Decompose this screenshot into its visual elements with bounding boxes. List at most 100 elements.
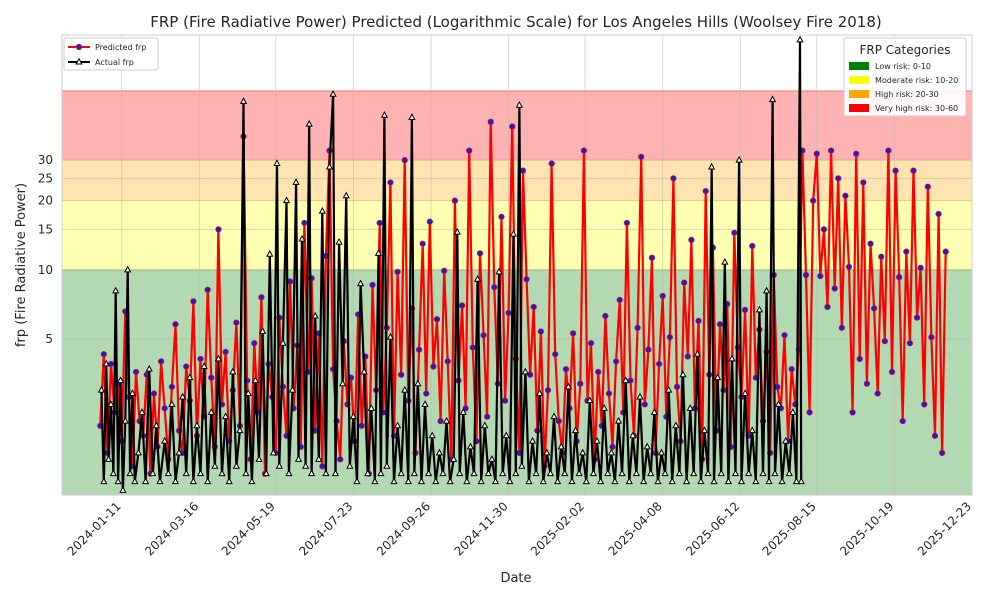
actual-frp-point	[225, 477, 233, 485]
predicted-frp-point	[749, 242, 756, 250]
actual-frp-point	[275, 462, 283, 469]
actual-frp-point	[141, 477, 150, 485]
predicted-frp-point	[853, 150, 860, 157]
predicted-frp-point	[577, 380, 584, 387]
predicted-frp-point	[648, 254, 656, 261]
predicted-frp-point	[913, 314, 921, 321]
predicted-frp-point	[426, 218, 433, 225]
predicted-frp-point	[684, 353, 691, 360]
actual-frp-point	[356, 279, 365, 287]
predicted-frp-point	[878, 253, 885, 260]
actual-frp-point	[168, 400, 176, 407]
predicted-frp-point	[530, 303, 537, 311]
predicted-frp-point	[190, 298, 197, 305]
actual-frp-point	[236, 426, 244, 434]
actual-frp-point	[771, 469, 779, 477]
actual-frp-point	[797, 477, 805, 485]
actual-frp-point	[629, 431, 637, 439]
actual-frp-point	[393, 421, 402, 429]
actual-frp-point	[768, 95, 777, 103]
actual-frp-point	[364, 469, 372, 477]
actual-frp-point	[126, 469, 134, 477]
x-axis-label: Date	[500, 571, 531, 586]
predicted-frp-point	[415, 346, 423, 353]
x-tick-label: 2025-10-19	[837, 499, 896, 558]
actual-frp-point	[428, 431, 436, 439]
actual-frp-point	[178, 392, 187, 400]
actual-frp-point	[164, 469, 172, 477]
band-legend-swatch	[849, 62, 869, 70]
actual-frp-point	[704, 469, 712, 477]
actual-frp-point	[586, 396, 594, 404]
actual-frp-point	[661, 469, 669, 477]
band-legend-box	[843, 37, 967, 117]
predicted-frp-point	[570, 330, 577, 337]
actual-frp-point	[196, 469, 205, 477]
actual-frp-point	[686, 404, 694, 411]
band-2	[62, 160, 972, 201]
actual-frp-point	[325, 162, 334, 170]
actual-frp-point	[335, 237, 343, 245]
actual-frp-point	[410, 469, 418, 477]
actual-frp-point	[499, 469, 507, 477]
predicted-frp-point	[161, 405, 168, 412]
predicted-frp-point	[451, 197, 459, 204]
actual-frp-point	[124, 265, 132, 273]
actual-frp-point	[121, 416, 129, 424]
predicted-frp-point	[856, 355, 863, 363]
predicted-frp-point	[132, 368, 140, 376]
predicted-frp-point	[251, 340, 258, 347]
x-tick-label: 2024-03-16	[142, 499, 201, 558]
actual-frp-point	[390, 477, 398, 485]
band-legend: FRP Categories Low risk: 0-10 Moderate ris…	[843, 37, 967, 117]
predicted-frp-point	[423, 390, 430, 397]
predicted-frp-point	[838, 324, 845, 331]
predicted-frp-point	[827, 147, 835, 154]
series-legend-label: Actual frp	[95, 58, 134, 67]
actual-frp-point	[424, 469, 433, 477]
actual-frp-point	[778, 477, 786, 485]
predicted-frp-point	[892, 167, 899, 174]
predicted-frp-point	[437, 418, 444, 425]
actual-frp-point	[404, 477, 412, 485]
predicted-frp-point	[670, 175, 677, 182]
actual-frp-point	[318, 206, 326, 214]
predicted-frp-point	[673, 383, 681, 390]
actual-frp-point	[239, 97, 248, 104]
actual-frp-point	[294, 455, 303, 462]
actual-frp-point	[116, 376, 125, 384]
predicted-frp-point	[638, 153, 645, 160]
predicted-frp-point	[910, 167, 917, 174]
band-legend-swatch	[849, 104, 869, 112]
actual-frp-point	[690, 469, 698, 477]
actual-frp-point	[211, 462, 219, 469]
predicted-frp-point	[430, 363, 437, 370]
actual-frp-point	[632, 469, 641, 477]
actual-frp-point	[506, 477, 514, 485]
actual-frp-point	[741, 389, 749, 397]
actual-frp-point	[453, 227, 461, 235]
actual-frp-point	[186, 373, 194, 381]
actual-frp-point	[386, 332, 395, 340]
actual-frp-point	[618, 469, 626, 477]
predicted-frp-point	[605, 390, 613, 397]
actual-frp-point	[346, 462, 354, 469]
actual-frp-point	[204, 477, 212, 485]
actual-frp-point	[342, 191, 350, 199]
actual-frp-point	[752, 477, 760, 485]
actual-frp-point	[97, 385, 106, 393]
predicted-frp-point	[544, 387, 552, 394]
actual-frp-point	[512, 469, 520, 477]
actual-frp-point	[459, 408, 467, 415]
actual-frp-point	[273, 159, 281, 167]
predicted-frp-point	[587, 340, 595, 347]
y-tick-label: 15	[38, 222, 53, 236]
predicted-frp-point	[562, 366, 570, 373]
actual-frp-point	[665, 385, 673, 393]
predicted-frp-point	[509, 123, 516, 130]
x-tick-label: 2024-05-19	[219, 499, 278, 558]
actual-frp-point	[484, 469, 492, 477]
predicted-frp-point	[935, 210, 942, 218]
predicted-frp-point	[172, 321, 179, 328]
actual-frp-point	[571, 426, 580, 434]
